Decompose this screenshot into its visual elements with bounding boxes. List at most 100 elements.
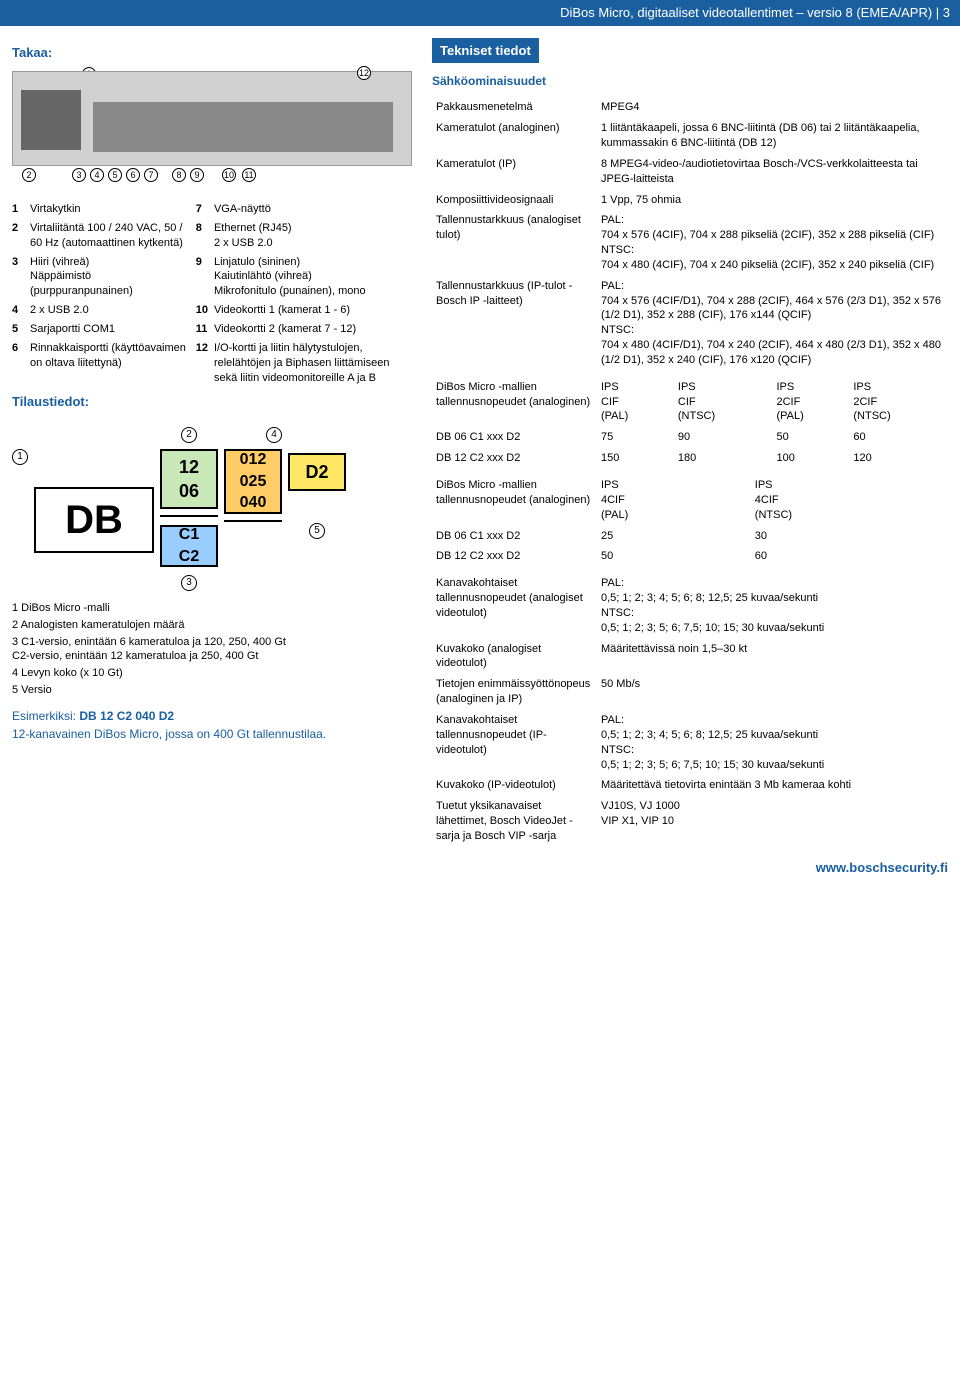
spec-key: Kameratulot (IP): [432, 154, 597, 190]
diagram-orange-2: 040: [226, 492, 280, 514]
diagram-pin-5: 5: [309, 523, 325, 539]
ips-row-val: 60: [751, 546, 948, 567]
legend-text: I/O-kortti ja liitin hälytystulojen, rel…: [214, 339, 416, 388]
legend-num: 6: [12, 339, 30, 388]
spec-key: Komposiittivideosignaali: [432, 190, 597, 211]
device-rear-image: [12, 71, 412, 166]
ips-row-val: 30: [751, 526, 948, 547]
callout-7: 7: [144, 168, 158, 182]
spec-key: Kameratulot (analoginen): [432, 118, 597, 154]
spec-val: 1 liitäntäkaapeli, jossa 6 BNC-liitintä …: [597, 118, 948, 154]
ips-row-val: 120: [849, 448, 948, 469]
ips-row-key: DB 12 C2 xxx D2: [432, 546, 597, 567]
diagram-orange-1: 025: [226, 471, 280, 493]
callout-4: 4: [90, 168, 104, 182]
diagram-orange-box: 012 025 040: [224, 449, 282, 514]
legend-text: Ethernet (RJ45) 2 x USB 2.0: [214, 219, 416, 253]
spec-val: PAL: 0,5; 1; 2; 3; 4; 5; 6; 8; 12,5; 25 …: [597, 573, 948, 638]
diagram-green-1: 06: [162, 479, 216, 503]
legend-num: 2: [12, 219, 30, 253]
example-line: Esimerkiksi: DB 12 C2 040 D2: [12, 708, 416, 724]
legend-num: 10: [196, 301, 214, 320]
rear-legend-table: 1 Virtakytkin 7 VGA-näyttö 2 Virtaliitänt…: [12, 200, 416, 387]
left-column: Takaa: 1 2 3 4 5 6 7 8 9 10 11 12: [12, 38, 432, 847]
diagram-pin-4: 4: [266, 427, 282, 443]
spec-val: VJ10S, VJ 1000 VIP X1, VIP 10: [597, 796, 948, 847]
callout-2: 2: [22, 168, 36, 182]
callout-10: 10: [222, 168, 236, 182]
legend-text: Videokortti 1 (kamerat 1 - 6): [214, 301, 416, 320]
spec-key: Pakkausmenetelmä: [432, 97, 597, 118]
ips-col: IPS CIF (NTSC): [674, 377, 773, 428]
example-label: Esimerkiksi:: [12, 709, 76, 723]
diagram-legend-item: 3 C1-versio, enintään 6 kameratuloa ja 1…: [12, 635, 416, 665]
diagram-green-box: 12 06: [160, 449, 218, 509]
spec-val: MPEG4: [597, 97, 948, 118]
ips-row-val: 100: [772, 448, 849, 469]
callout-11: 11: [242, 168, 256, 182]
ips-label: DiBos Micro -mallien tallennusnopeudet (…: [432, 475, 597, 526]
legend-text: Videokortti 2 (kamerat 7 - 12): [214, 320, 416, 339]
legend-text: Hiiri (vihreä) Näppäimistö (purppuranpun…: [30, 253, 196, 302]
callout-6: 6: [126, 168, 140, 182]
ips-row-key: DB 06 C1 xxx D2: [432, 427, 597, 448]
ips-row-val: 50: [597, 546, 751, 567]
specs-subtitle: Sähköominaisuudet: [432, 73, 948, 89]
diagram-legend-item: 2 Analogisten kameratulojen määrä: [12, 618, 416, 633]
ips-row-val: 75: [597, 427, 674, 448]
ips-row-val: 50: [772, 427, 849, 448]
ips-col: IPS 4CIF (PAL): [597, 475, 751, 526]
callout-8: 8: [172, 168, 186, 182]
example-desc: 12-kanavainen DiBos Micro, jossa on 400 …: [12, 726, 416, 742]
ips-col: IPS 4CIF (NTSC): [751, 475, 948, 526]
ips-label: DiBos Micro -mallien tallennusnopeudet (…: [432, 377, 597, 428]
callout-9: 9: [190, 168, 204, 182]
legend-num: 7: [196, 200, 214, 219]
spec-val: Määritettävä tietovirta enintään 3 Mb ka…: [597, 775, 948, 796]
legend-num: 1: [12, 200, 30, 219]
diagram-yellow-box: D2: [288, 453, 346, 491]
ips-col: IPS CIF (PAL): [597, 377, 674, 428]
spec-key: Kuvakoko (analogiset videotulot): [432, 639, 597, 675]
diagram-pin-3: 3: [181, 575, 197, 591]
ips-row-key: DB 12 C2 xxx D2: [432, 448, 597, 469]
legend-num: 9: [196, 253, 214, 302]
page-footer: www.boschsecurity.fi: [0, 855, 960, 887]
diagram-blue-0: C1: [162, 524, 216, 546]
spec-key: Kanavakohtaiset tallennusnopeudet (IP-vi…: [432, 710, 597, 775]
page-body: Takaa: 1 2 3 4 5 6 7 8 9 10 11 12: [0, 26, 960, 855]
legend-text: Virtakytkin: [30, 200, 196, 219]
diagram-blue-1: C2: [162, 546, 216, 568]
diagram-legend: 1 DiBos Micro -malli2 Analogisten kamera…: [12, 601, 416, 698]
right-column: Tekniset tiedot Sähköominaisuudet Pakkau…: [432, 38, 948, 847]
spec-key: Kanavakohtaiset tallennusnopeudet (analo…: [432, 573, 597, 638]
spec-val: Määritettävissä noin 1,5–30 kt: [597, 639, 948, 675]
diagram-green-0: 12: [162, 455, 216, 479]
diagram-pin-1: 1: [12, 449, 28, 465]
spec-val: 1 Vpp, 75 ohmia: [597, 190, 948, 211]
spec-key: Tallennustarkkuus (analogiset tulot): [432, 210, 597, 275]
callout-12: 12: [357, 66, 371, 80]
ips-col: IPS 2CIF (NTSC): [849, 377, 948, 428]
diagram-orange-0: 012: [226, 449, 280, 471]
legend-text: Sarjaportti COM1: [30, 320, 196, 339]
specs-table-2: Kanavakohtaiset tallennusnopeudet (analo…: [432, 573, 948, 847]
diagram-db-box: DB: [34, 487, 154, 553]
ips-row-val: 150: [597, 448, 674, 469]
diagram-legend-item: 5 Versio: [12, 683, 416, 698]
page-header: DiBos Micro, digitaaliset videotallentim…: [0, 0, 960, 26]
example-code: DB 12 C2 040 D2: [79, 709, 174, 723]
ips-row-val: 60: [849, 427, 948, 448]
ips-row-val: 90: [674, 427, 773, 448]
spec-key: Tallennustarkkuus (IP-tulot - Bosch IP -…: [432, 276, 597, 371]
legend-text: Linjatulo (sininen) Kaiutinlähtö (vihreä…: [214, 253, 416, 302]
specs-table-1: Pakkausmenetelmä MPEG4Kameratulot (analo…: [432, 97, 948, 371]
legend-num: 12: [196, 339, 214, 388]
ips-row-val: 180: [674, 448, 773, 469]
spec-val: 50 Mb/s: [597, 674, 948, 710]
legend-text: Virtaliitäntä 100 / 240 VAC, 50 / 60 Hz …: [30, 219, 196, 253]
legend-text: VGA-näyttö: [214, 200, 416, 219]
callout-5: 5: [108, 168, 122, 182]
spec-val: 8 MPEG4-video-/audiotietovirtaa Bosch-/V…: [597, 154, 948, 190]
ips-col: IPS 2CIF (PAL): [772, 377, 849, 428]
